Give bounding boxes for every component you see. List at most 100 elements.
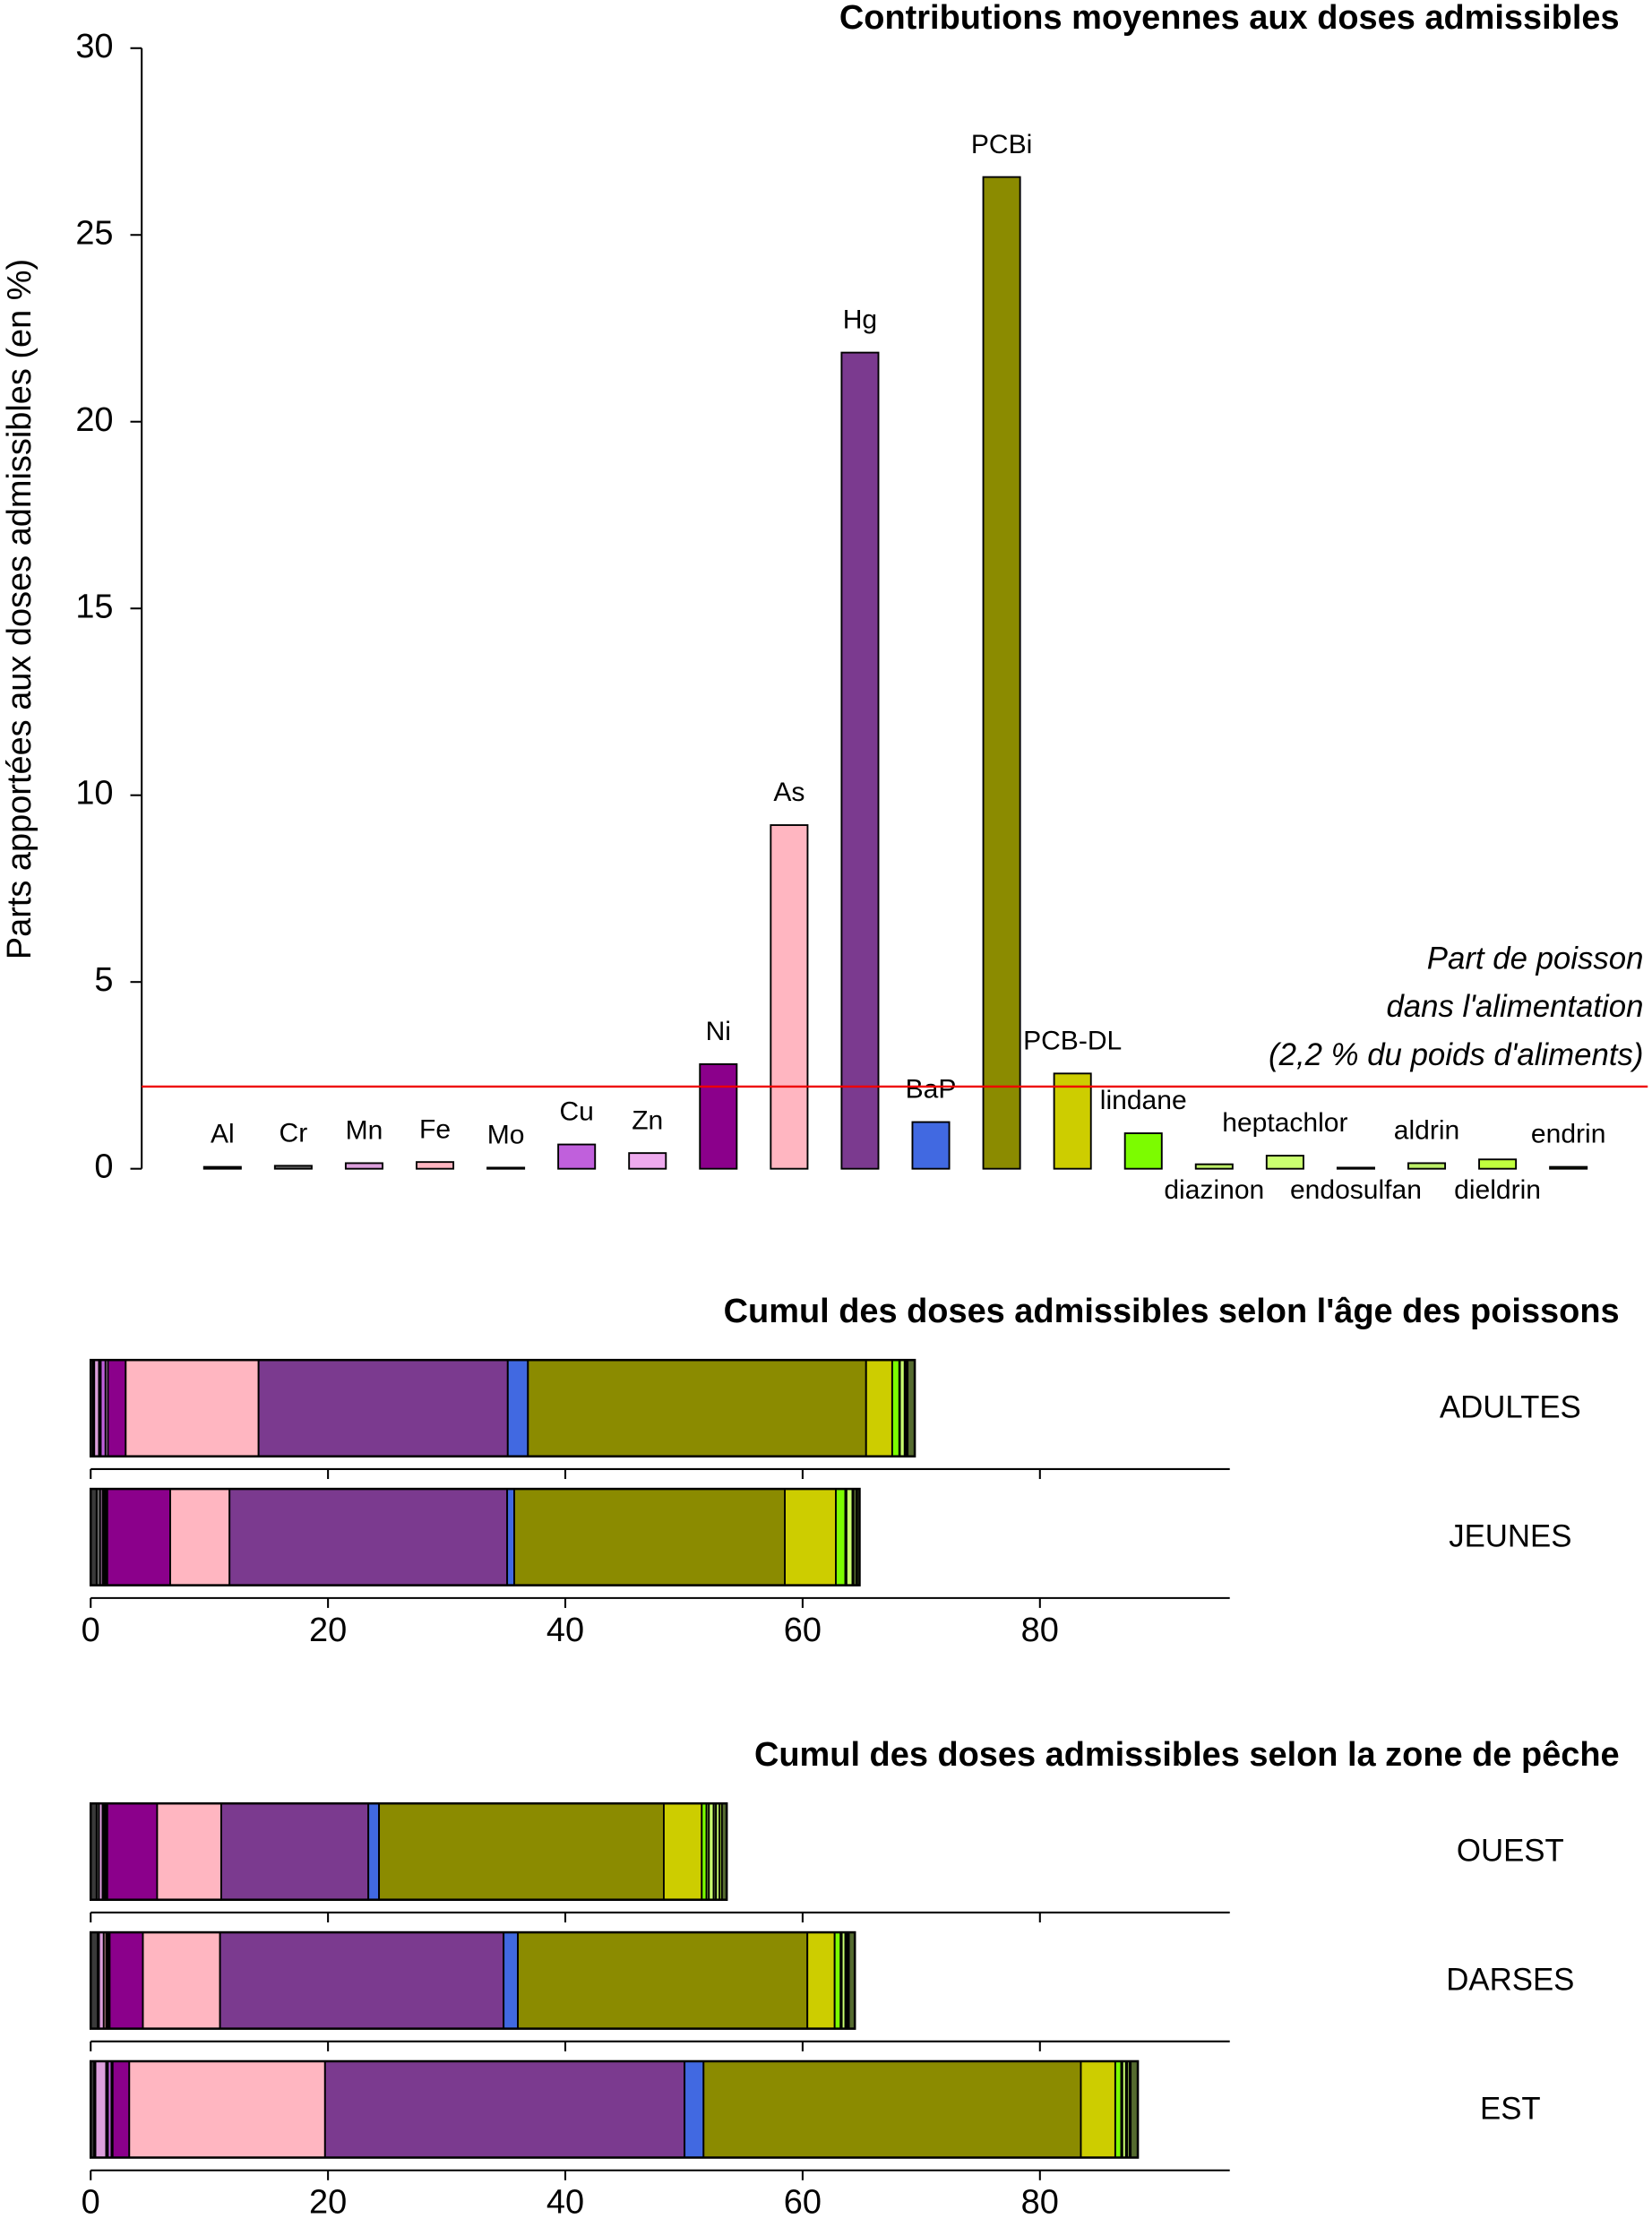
bar-segment [125,1359,260,1457]
bar-segment [128,2060,326,2159]
bar-label: endrin [1531,1120,1605,1149]
x-tick-label: 0 [82,2184,100,2222]
bar-segment [1114,2060,1123,2159]
y-tick-label: 20 [75,401,113,439]
bar-outline [89,1358,916,1457]
x-tick-label: 80 [1021,2184,1059,2222]
bar-label: Hg [843,305,877,335]
bar [770,824,809,1170]
x-tick-label: 20 [309,2184,347,2222]
bar [1194,1163,1234,1170]
row-label: ADULTES [1440,1391,1581,1425]
bar-segment [108,1931,144,2030]
bar [1053,1072,1092,1170]
bar-label: Zn [632,1105,663,1135]
bar-label: Cu [559,1097,593,1127]
bar [1336,1166,1375,1170]
bar-segment [513,1488,786,1586]
x-tick-label: 0 [82,1612,100,1649]
bar-segment [1080,2060,1116,2159]
x-tick-label: 40 [546,2184,584,2222]
annotation: Part de poisson [1427,942,1644,976]
row-label: OUEST [1457,1835,1564,1869]
bar [486,1166,526,1170]
bar-segment [506,1488,516,1586]
y-tick-label: 30 [75,28,113,65]
x-tick-label: 80 [1021,1612,1059,1649]
bar-outline [89,2059,1140,2159]
bar-label: As [773,778,804,807]
bar-label: PCB-DL [1023,1026,1122,1055]
bar-segment [806,1931,836,2030]
y-tick-label: 25 [75,214,113,252]
bar [416,1161,455,1170]
bar [273,1165,313,1170]
y-tick-label: 15 [75,588,113,625]
bar [699,1062,738,1170]
bar [982,176,1021,1170]
bar-label: diazinon [1164,1175,1264,1205]
bar-segment [257,1359,509,1457]
x-tick-label: 40 [546,1612,584,1649]
annotation: dans l'alimentation [1386,990,1643,1024]
bar [628,1152,667,1170]
bar [1265,1155,1304,1170]
bar-segment [156,1802,222,1901]
bar-segment [219,1802,370,1901]
bar-label: Fe [419,1114,451,1144]
bar-segment [702,2060,1082,2159]
bar-segment [845,1488,854,1586]
bar-segment [228,1488,509,1586]
bar-segment [865,1359,893,1457]
bar-label: Al [211,1120,235,1149]
bar-label: aldrin [1394,1116,1459,1146]
bar-segment [367,1802,381,1901]
bar-segment [527,1359,867,1457]
y-tick-label: 0 [94,1148,113,1186]
bar-label: endosulfan [1290,1175,1422,1205]
bar [1549,1165,1588,1170]
bar-segment [517,1931,809,2030]
bar [840,351,880,1170]
row-label: DARSES [1446,1964,1574,1998]
bar-segment [503,1931,519,2030]
bar-segment [107,1359,127,1457]
bar [557,1143,597,1170]
bar [1123,1132,1163,1170]
y-tick-label: 10 [75,775,113,813]
bar-outline [89,1930,856,2030]
bar [202,1165,242,1170]
bar-segment [684,2060,705,2159]
bar-label: Ni [706,1017,731,1046]
annotation: (2,2 % du poids d'aliments) [1269,1038,1643,1072]
bar [1478,1158,1518,1170]
x-tick-label: 20 [309,1612,347,1649]
bar-segment [111,2060,131,2159]
bar-segment [378,1802,665,1901]
bar [911,1121,951,1170]
bar-label: Mn [346,1116,383,1146]
bar-segment [169,1488,231,1586]
chart-title: Cumul des doses admissibles selon la zon… [754,1736,1620,1774]
bar-segment [506,1359,529,1457]
y-axis-label: Parts apportées aux doses admissibles (e… [1,259,39,959]
bar-segment [891,1359,900,1457]
chart-title: Cumul des doses admissibles selon l'âge … [724,1293,1620,1330]
x-tick-label: 60 [784,2184,822,2222]
bar-outline [89,1801,728,1901]
bar [1407,1162,1447,1170]
bar-segment [833,1931,842,2030]
bar-label: heptachlor [1222,1108,1347,1138]
bar-segment [662,1802,703,1901]
chart-title: Contributions moyennes aux doses admissi… [839,0,1620,37]
bar-label: BaP [906,1075,957,1105]
bar-segment [784,1488,837,1586]
row-label: JEUNES [1449,1520,1571,1554]
x-tick-label: 60 [784,1612,822,1649]
bar-segment [106,1488,171,1586]
bar-segment [106,1802,159,1901]
y-tick-label: 5 [94,961,113,999]
row-label: EST [1480,2093,1541,2127]
bar-segment [94,2060,108,2159]
